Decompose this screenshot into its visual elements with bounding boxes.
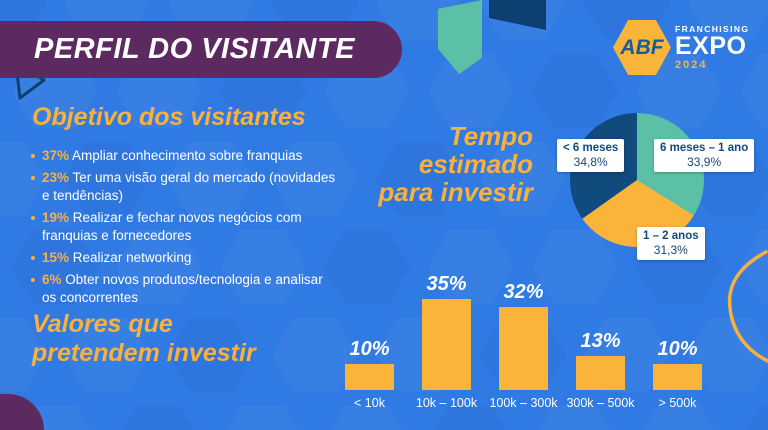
objective-text: Obter novos produtos/tecnologia e analis… [42,272,323,305]
objective-percent: 6% [42,272,62,287]
bullet-dot-icon [31,216,35,220]
hexagon-pattern-cell [220,406,306,430]
logo-expo-text: EXPO [675,31,747,60]
bar-group: 10% [331,268,408,390]
bar [653,364,702,390]
hexagon-pattern-cell [532,54,618,128]
hexagon-pattern-cell [168,318,254,392]
hexagon-pattern-cell [376,142,462,216]
bar-group: 10% [639,268,716,390]
pie-slice-label: < 6 meses [563,142,619,154]
hexagon-pattern-cell [740,406,768,430]
pie-slice-value: 34,8% [573,155,608,169]
hexagon-pattern-cell [324,230,410,304]
logo-year-text: 2024 [675,58,708,71]
hexagon-pattern-cell [116,406,202,430]
bullet-dot-icon [31,176,35,180]
bar-value-label: 32% [503,281,544,303]
bar-category-label: < 10k [354,396,385,410]
invest-time-heading: Tempo estimado para investir [378,121,533,207]
hexagon-pattern-cell [428,54,514,128]
hexagon-pattern-cell [272,318,358,392]
abf-hexagon-icon: ABF [613,20,671,75]
hexagon-pattern-cell [64,318,150,392]
pie-label-6-months-1-year: 6 meses – 1 ano 33,9% [654,139,755,172]
list-item: 19% Realizar e fechar novos negócios com… [30,209,338,245]
logo-abf-text: ABF [620,35,664,59]
pie-label-under-6-months: < 6 meses 34,8% [557,139,625,172]
pie-slice-value: 31,3% [653,243,688,257]
pie-chart [570,113,704,247]
list-item: 15% Realizar networking [30,249,338,267]
pie-slice-label: 6 meses – 1 ano [660,142,749,154]
hexagon-pattern-cell [428,230,514,304]
bar [345,364,394,390]
yellow-arc-decoration [727,250,768,363]
bar-group: 35% [408,268,485,390]
bar-category-row: < 10k 10k – 100k 100k – 300k 300k – 500k… [331,396,721,410]
objective-text: Ter uma visão geral do mercado (novidade… [42,170,336,203]
bullet-dot-icon [31,256,35,260]
objectives-list: 37% Ampliar conhecimento sobre franquias… [30,147,338,311]
bar-category-label: 100k – 300k [489,396,558,410]
bullet-dot-icon [31,278,35,282]
bar [576,356,625,390]
objective-percent: 15% [42,250,70,265]
list-item: 23% Ter uma visão geral do mercado (novi… [30,169,338,205]
objective-percent: 37% [42,148,70,163]
bar-chart: 10% 35% 32% 13% 10% < 10k 10k – 100k [331,268,721,410]
bar [499,307,548,390]
pie-label-1-2-years: 1 – 2 anos 31,3% [637,227,705,260]
bar [422,299,471,390]
title-banner: PERFIL DO VISITANTE [0,21,402,78]
bar-category-label: > 500k [658,396,697,410]
abf-expo-logo: ABF FRANCHISING EXPO 2024 [613,20,749,75]
objectives-heading: Objetivo dos visitantes [32,103,306,131]
bar-group: 13% [562,268,639,390]
invest-values-heading: Valores que pretendem investir [32,310,256,367]
pie-slice-value: 33,9% [687,155,722,169]
hexagon-pattern-cell [272,142,358,216]
bar-value-label: 13% [580,330,621,352]
list-item: 37% Ampliar conhecimento sobre franquias [30,147,338,165]
pie-slice-label: 1 – 2 anos [643,230,699,242]
bar-value-label: 10% [349,338,390,360]
bar-category-label: 300k – 500k [566,396,635,410]
logo-franchising-text: FRANCHISING [675,23,750,34]
list-item: 6% Obter novos produtos/tecnologia e ana… [30,271,338,307]
logo-text-block: FRANCHISING EXPO 2024 [675,24,749,72]
objective-percent: 19% [42,210,70,225]
bar-category-label: 10k – 100k [415,396,478,410]
page-title: PERFIL DO VISITANTE [34,33,356,65]
objective-text: Realizar networking [72,250,192,265]
bar-value-label: 10% [657,338,698,360]
objective-text: Ampliar conhecimento sobre franquias [72,148,303,163]
objective-percent: 23% [42,170,70,185]
bar-value-label: 35% [426,273,467,295]
bullet-dot-icon [31,154,35,158]
bar-row: 10% 35% 32% 13% 10% [331,268,721,390]
objective-text: Realizar e fechar novos negócios com fra… [42,210,302,243]
bar-group: 32% [485,268,562,390]
